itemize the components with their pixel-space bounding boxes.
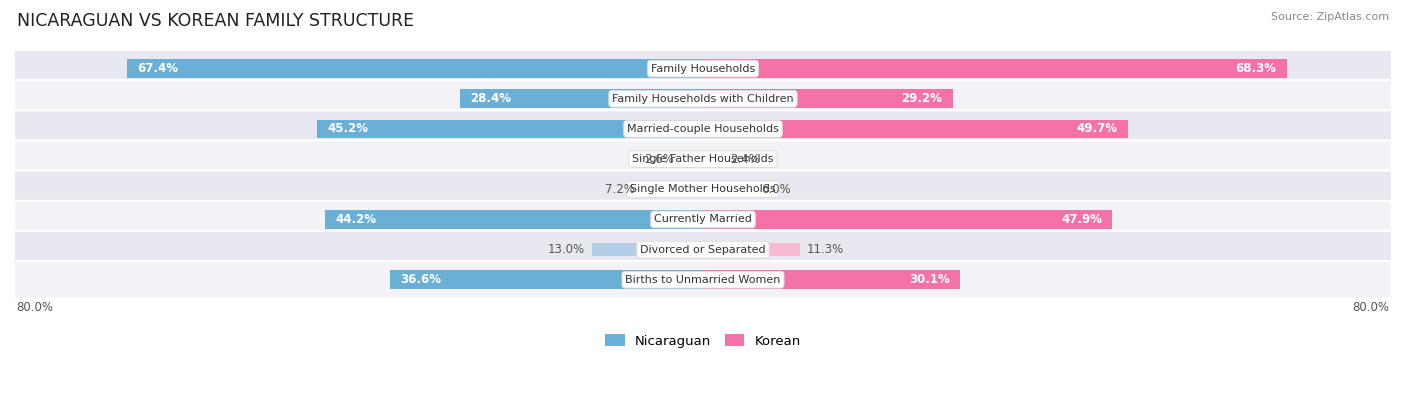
Text: 11.3%: 11.3% [807, 243, 844, 256]
FancyBboxPatch shape [10, 231, 1396, 268]
Text: 30.1%: 30.1% [910, 273, 950, 286]
Bar [391, 271, 703, 289]
Bar [703, 183, 754, 196]
Text: Divorced or Separated: Divorced or Separated [640, 245, 766, 255]
FancyBboxPatch shape [10, 171, 1396, 208]
Bar [703, 243, 800, 256]
Bar [703, 120, 1128, 138]
Text: Currently Married: Currently Married [654, 214, 752, 224]
Text: 44.2%: 44.2% [336, 213, 377, 226]
Text: 7.2%: 7.2% [605, 183, 634, 196]
Text: 47.9%: 47.9% [1062, 213, 1102, 226]
Text: NICARAGUAN VS KOREAN FAMILY STRUCTURE: NICARAGUAN VS KOREAN FAMILY STRUCTURE [17, 12, 413, 30]
Bar [316, 120, 703, 138]
FancyBboxPatch shape [10, 141, 1396, 178]
Text: 68.3%: 68.3% [1236, 62, 1277, 75]
Legend: Nicaraguan, Korean: Nicaraguan, Korean [599, 329, 807, 353]
Text: Family Households: Family Households [651, 64, 755, 73]
Text: Married-couple Households: Married-couple Households [627, 124, 779, 134]
Bar [641, 183, 703, 196]
Bar [460, 89, 703, 108]
FancyBboxPatch shape [10, 50, 1396, 87]
Text: 80.0%: 80.0% [17, 301, 53, 314]
Text: Single Father Households: Single Father Households [633, 154, 773, 164]
Bar [703, 59, 1286, 78]
Text: 36.6%: 36.6% [401, 273, 441, 286]
Text: 49.7%: 49.7% [1077, 122, 1118, 135]
Text: 2.6%: 2.6% [644, 152, 673, 166]
Text: 80.0%: 80.0% [1353, 301, 1389, 314]
Text: 6.0%: 6.0% [761, 183, 790, 196]
Text: Source: ZipAtlas.com: Source: ZipAtlas.com [1271, 12, 1389, 22]
Text: Single Mother Households: Single Mother Households [630, 184, 776, 194]
FancyBboxPatch shape [10, 80, 1396, 117]
FancyBboxPatch shape [10, 201, 1396, 238]
Text: 29.2%: 29.2% [901, 92, 942, 105]
Text: 28.4%: 28.4% [471, 92, 512, 105]
Bar [703, 153, 724, 166]
Bar [703, 210, 1112, 229]
Bar [127, 59, 703, 78]
Bar [703, 271, 960, 289]
Bar [681, 153, 703, 166]
Text: 67.4%: 67.4% [138, 62, 179, 75]
Text: Family Households with Children: Family Households with Children [612, 94, 794, 104]
Text: 2.4%: 2.4% [730, 152, 761, 166]
Bar [592, 243, 703, 256]
FancyBboxPatch shape [10, 261, 1396, 299]
Text: 45.2%: 45.2% [328, 122, 368, 135]
Bar [325, 210, 703, 229]
Text: 13.0%: 13.0% [548, 243, 585, 256]
Bar [703, 89, 952, 108]
FancyBboxPatch shape [10, 110, 1396, 148]
Text: Births to Unmarried Women: Births to Unmarried Women [626, 275, 780, 285]
